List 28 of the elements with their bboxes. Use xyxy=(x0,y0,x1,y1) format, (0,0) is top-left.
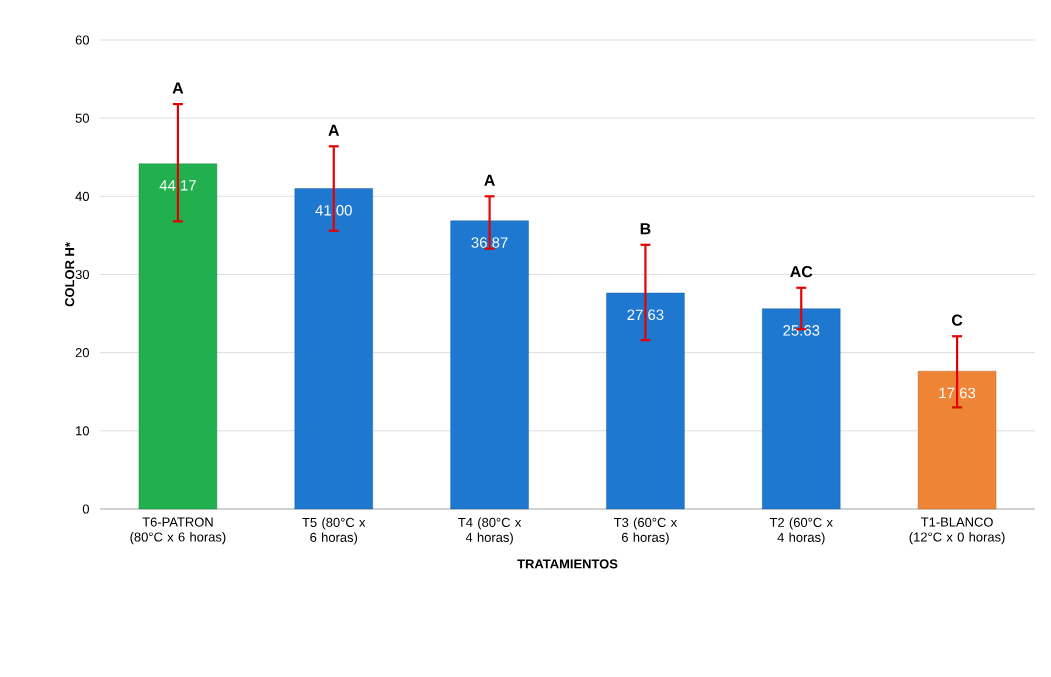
y-tick-label: 20 xyxy=(75,348,90,358)
x-tick-label: T5 (80°C x 6 horas) xyxy=(302,517,366,545)
bar xyxy=(294,188,373,510)
annotation: A xyxy=(484,174,495,186)
x-tick-label: T4 (80°C x 4 horas) xyxy=(458,517,522,545)
annotation: AC xyxy=(790,266,813,278)
bar xyxy=(138,163,218,510)
annotation: C xyxy=(951,314,963,326)
x-axis-title: TRATAMIENTOS xyxy=(517,559,618,569)
y-axis-title: COLOR H* xyxy=(65,242,75,307)
annotation: A xyxy=(172,82,184,94)
bar xyxy=(917,370,997,510)
x-tick-label: T6-PATRON (80°C x 6 horas) xyxy=(130,517,226,545)
annotation: B xyxy=(640,223,651,235)
bar xyxy=(450,220,529,510)
y-tick-label: 40 xyxy=(75,191,90,201)
bar xyxy=(762,308,841,510)
y-tick-label: 60 xyxy=(75,35,90,45)
y-tick-label: 10 xyxy=(76,426,90,436)
bar xyxy=(606,292,685,510)
y-tick-label: 0 xyxy=(82,504,90,514)
annotation: A xyxy=(328,124,340,136)
data-label: 25.63 xyxy=(783,325,820,336)
y-tick-label: 50 xyxy=(75,113,90,123)
x-tick-label: T2 (60°C x 4 horas) xyxy=(769,517,833,545)
y-tick-label: 30 xyxy=(75,269,90,280)
x-tick-label: T1-BLANCO (12°C x 0 horas) xyxy=(909,517,1005,545)
x-tick-label: T3 (60°C x 6 horas) xyxy=(613,517,678,545)
